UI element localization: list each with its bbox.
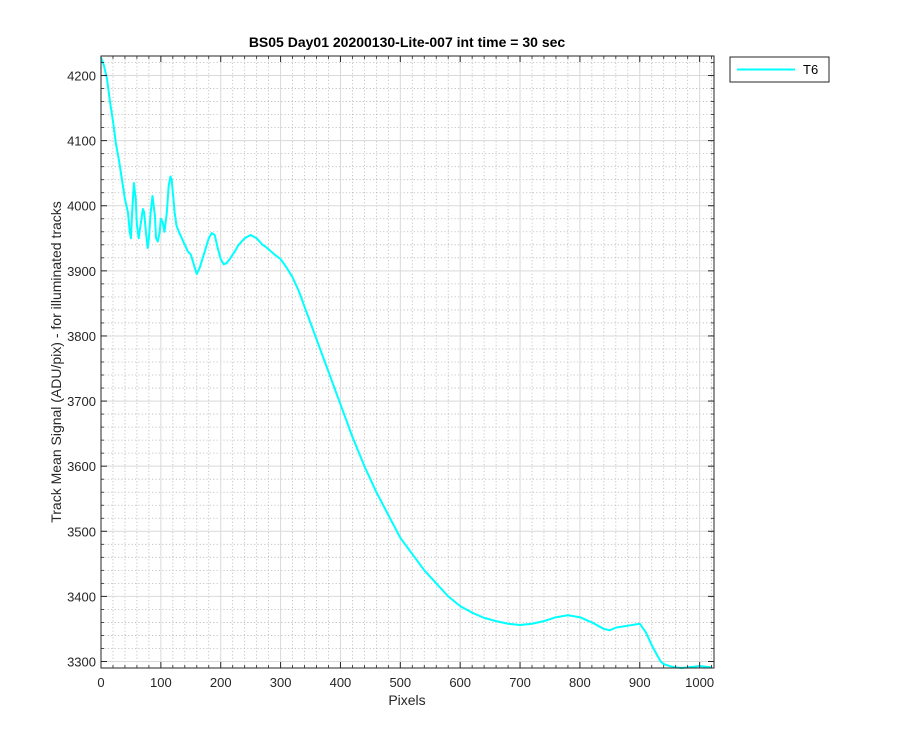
- y-tick-label: 3600: [67, 459, 96, 474]
- y-tick-label: 3800: [67, 329, 96, 344]
- y-tick-label: 3500: [67, 524, 96, 539]
- x-axis-label: Pixels: [388, 692, 425, 708]
- legend-label-t6: T6: [803, 62, 818, 77]
- axis-ticks: [100, 56, 714, 668]
- x-tick-label: 700: [509, 675, 531, 690]
- x-tick-label: 200: [210, 675, 232, 690]
- y-tick-label: 4100: [67, 134, 96, 149]
- series-layer: [100, 56, 712, 669]
- y-tick-label: 4000: [67, 199, 96, 214]
- legend[interactable]: T6: [729, 56, 830, 83]
- minor-grid: [101, 56, 714, 668]
- series-line-t6: [100, 56, 712, 669]
- x-tick-label: 500: [389, 675, 411, 690]
- x-tick-labels: 0 100 200 300 400 500 600 700 800 900 1000: [97, 675, 714, 690]
- x-tick-label: 800: [569, 675, 591, 690]
- x-tick-label: 900: [629, 675, 651, 690]
- x-tick-label: 400: [330, 675, 352, 690]
- y-axis-label: Track Mean Signal (ADU/pix) - for illumi…: [48, 201, 64, 523]
- x-tick-label: 1000: [685, 675, 714, 690]
- y-tick-label: 3700: [67, 394, 96, 409]
- y-tick-label: 3400: [67, 589, 96, 604]
- y-tick-labels: 3300 3400 3500 3600 3700 3800 3900 4000 4100 4200: [67, 69, 96, 670]
- y-tick-label: 4200: [67, 69, 96, 84]
- x-tick-label: 600: [449, 675, 471, 690]
- y-tick-label: 3900: [67, 264, 96, 279]
- chart-title: BS05 Day01 20200130-Lite-007 int time = …: [249, 34, 566, 50]
- x-tick-label: 100: [150, 675, 172, 690]
- x-tick-label: 0: [97, 675, 104, 690]
- y-tick-label: 3300: [67, 654, 96, 669]
- x-tick-label: 300: [270, 675, 292, 690]
